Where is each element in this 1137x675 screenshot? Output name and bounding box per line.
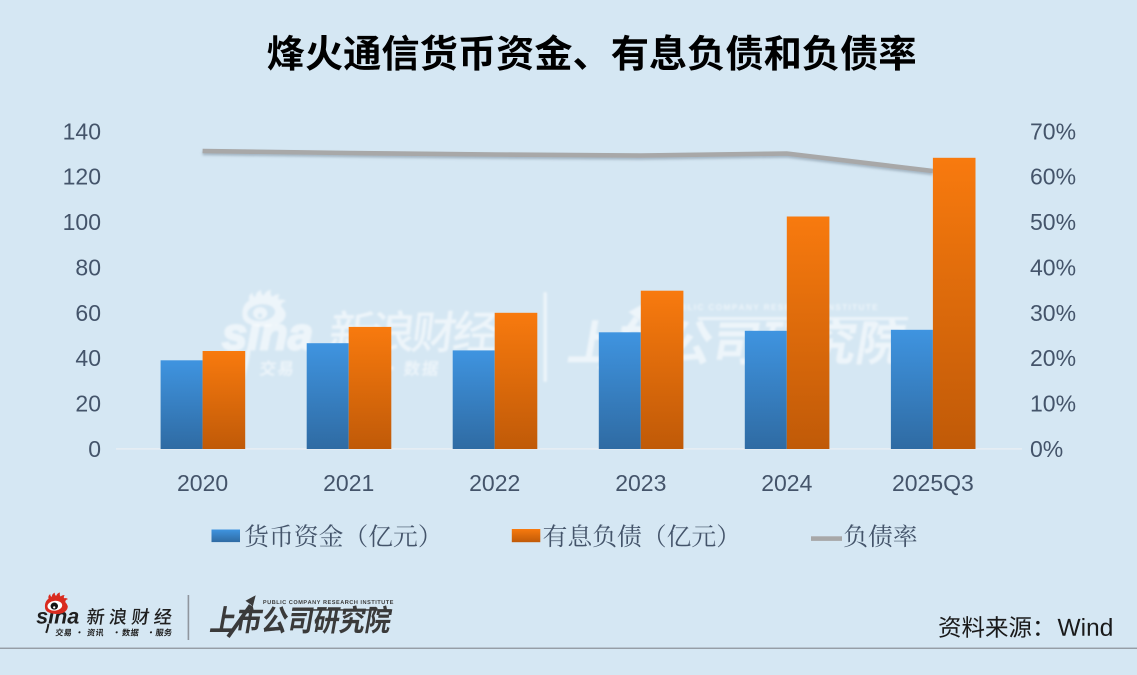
svg-text:2024: 2024 [761, 470, 812, 496]
svg-text:20: 20 [75, 391, 101, 417]
svg-text:40: 40 [75, 345, 101, 371]
svg-text:60%: 60% [1030, 164, 1076, 190]
svg-text:2022: 2022 [469, 470, 520, 496]
svg-text:0: 0 [88, 436, 101, 462]
svg-text:80: 80 [75, 255, 101, 281]
svg-text:70%: 70% [1030, 118, 1076, 144]
svg-text:100: 100 [63, 209, 101, 235]
svg-text:2021: 2021 [323, 470, 374, 496]
svg-text:120: 120 [63, 164, 101, 190]
svg-text:60: 60 [75, 300, 101, 326]
svg-text:20%: 20% [1030, 345, 1076, 371]
svg-text:2025Q3: 2025Q3 [892, 470, 974, 496]
svg-text:40%: 40% [1030, 255, 1076, 281]
svg-text:2020: 2020 [177, 470, 228, 496]
svg-text:30%: 30% [1030, 300, 1076, 326]
svg-text:50%: 50% [1030, 209, 1076, 235]
svg-text:140: 140 [63, 118, 101, 144]
svg-text:2023: 2023 [615, 470, 666, 496]
svg-text:0%: 0% [1030, 436, 1063, 462]
svg-text:10%: 10% [1030, 391, 1076, 417]
